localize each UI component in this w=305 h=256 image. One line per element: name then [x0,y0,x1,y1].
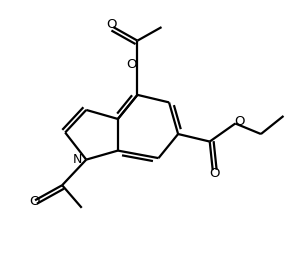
Text: O: O [29,195,40,208]
Text: O: O [209,167,220,180]
Text: O: O [235,115,245,127]
Text: O: O [126,58,137,71]
Text: O: O [106,18,117,31]
Text: N: N [73,153,82,166]
